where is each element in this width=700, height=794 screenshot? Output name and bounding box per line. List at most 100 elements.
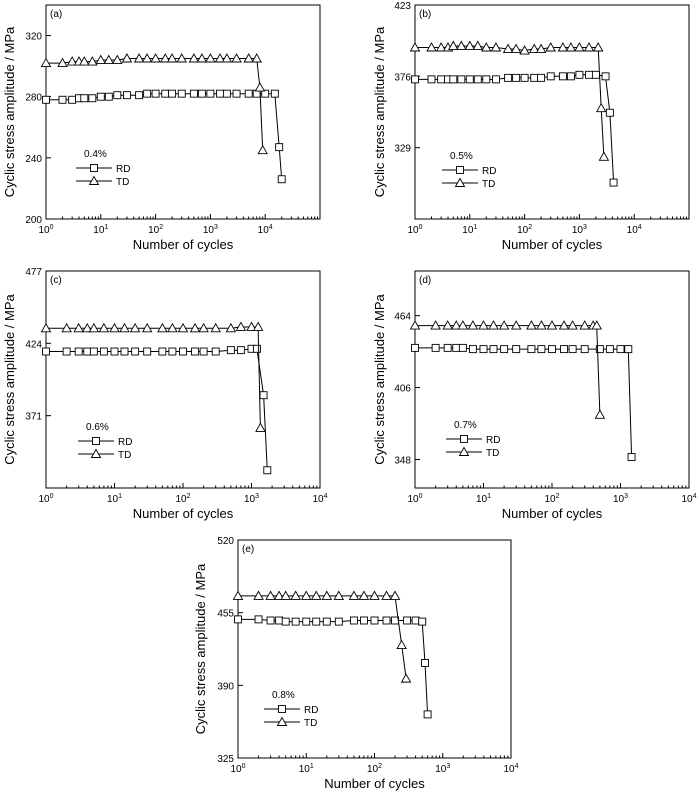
data-point-rd bbox=[512, 73, 521, 82]
data-point-td bbox=[598, 151, 610, 161]
data-point-rd bbox=[191, 347, 200, 356]
y-tick-label: 455 bbox=[217, 609, 234, 620]
data-point-td bbox=[400, 673, 412, 683]
y-tick-label: 325 bbox=[217, 754, 234, 765]
x-axis-title: Number of cycles bbox=[324, 776, 425, 791]
data-point-rd bbox=[616, 345, 625, 354]
data-point-rd bbox=[99, 347, 108, 356]
data-point-rd bbox=[359, 616, 368, 625]
data-point-td bbox=[95, 54, 107, 64]
chart-panel-4: (d) 100 101 102 103 104 348 406 464 Number of cyc… bbox=[372, 270, 697, 521]
data-point-td bbox=[591, 320, 603, 330]
data-point-rd bbox=[468, 345, 477, 354]
data-point-td bbox=[231, 53, 242, 63]
data-point-rd bbox=[489, 345, 498, 354]
data-point-td bbox=[246, 321, 257, 331]
legend-label-td: TD bbox=[482, 179, 495, 190]
data-point-rd bbox=[270, 89, 279, 98]
data-point-td bbox=[290, 590, 301, 600]
data-point-td bbox=[98, 322, 110, 333]
data-point-td bbox=[333, 590, 345, 600]
data-point-td bbox=[535, 43, 547, 53]
data-point-td bbox=[141, 322, 153, 333]
data-point-rd bbox=[261, 89, 270, 98]
data-point-rd bbox=[113, 91, 122, 100]
legend-title: 0.7% bbox=[454, 420, 477, 431]
data-point-td bbox=[177, 322, 189, 333]
plot-frame bbox=[45, 4, 321, 220]
data-point-rd bbox=[275, 143, 284, 152]
legend-marker-td bbox=[90, 448, 102, 458]
data-point-rd bbox=[382, 616, 391, 625]
data-point-td bbox=[409, 42, 421, 52]
data-point-rd bbox=[427, 75, 436, 84]
data-point-td bbox=[129, 322, 141, 333]
data-point-td bbox=[310, 590, 322, 600]
data-point-td bbox=[255, 422, 266, 432]
data-point-rd bbox=[431, 343, 440, 352]
data-point-td bbox=[583, 42, 595, 52]
legend-title: 0.4% bbox=[84, 149, 107, 160]
data-point-rd bbox=[151, 89, 160, 98]
data-point-rd bbox=[452, 343, 461, 352]
data-point-td bbox=[300, 590, 312, 600]
y-axis-title: Cyclic stress amplitude / MPa bbox=[372, 26, 387, 197]
x-axis-title: Number of cycles bbox=[502, 237, 603, 252]
data-point-td bbox=[235, 321, 247, 331]
data-point-td bbox=[592, 42, 604, 52]
x-tick-label: 100 bbox=[407, 493, 422, 505]
data-point-rd bbox=[458, 343, 467, 352]
x-tick-label: 103 bbox=[572, 224, 587, 236]
data-point-td bbox=[519, 45, 530, 55]
series-rd bbox=[42, 89, 286, 184]
data-point-td bbox=[103, 54, 115, 64]
data-point-rd bbox=[131, 347, 140, 356]
data-point-td bbox=[435, 42, 447, 52]
data-point-rd bbox=[423, 710, 432, 719]
data-point-rd bbox=[605, 108, 614, 117]
y-tick-label: 406 bbox=[394, 384, 411, 395]
x-tick-label: 101 bbox=[107, 493, 122, 505]
y-tick-label: 424 bbox=[25, 339, 42, 350]
data-point-rd bbox=[158, 347, 167, 356]
data-point-rd bbox=[391, 616, 399, 625]
data-point-td bbox=[119, 322, 130, 333]
data-point-td bbox=[472, 40, 484, 50]
data-point-rd bbox=[74, 347, 83, 356]
data-point-rd bbox=[197, 89, 206, 98]
data-point-td bbox=[88, 322, 100, 333]
legend-label-td: TD bbox=[304, 718, 317, 729]
series-line-td bbox=[415, 45, 605, 157]
legend-title: 0.8% bbox=[272, 690, 295, 701]
data-point-td bbox=[81, 322, 93, 333]
data-point-rd bbox=[143, 347, 152, 356]
legend-label-td: TD bbox=[486, 448, 499, 459]
data-point-rd bbox=[232, 89, 241, 98]
legend: 0.4% RD TD bbox=[76, 149, 130, 188]
data-point-td bbox=[426, 42, 437, 52]
panel-label: (d) bbox=[419, 275, 431, 286]
data-point-td bbox=[214, 53, 226, 63]
data-point-rd bbox=[403, 616, 412, 625]
legend-marker-td bbox=[276, 716, 288, 726]
data-point-td bbox=[232, 590, 244, 600]
data-point-td bbox=[574, 42, 585, 52]
data-point-td bbox=[450, 320, 462, 330]
legend-label-rd: RD bbox=[118, 437, 132, 448]
data-point-td bbox=[502, 43, 514, 53]
data-point-td bbox=[389, 590, 401, 600]
data-point-td bbox=[221, 53, 233, 63]
data-point-rd bbox=[244, 89, 253, 98]
data-point-rd bbox=[504, 73, 513, 82]
x-tick-label: 103 bbox=[203, 224, 218, 236]
legend-marker-rd bbox=[92, 437, 100, 445]
data-point-rd bbox=[530, 73, 539, 82]
data-point-td bbox=[280, 590, 291, 600]
data-point-rd bbox=[580, 345, 589, 354]
data-point-td bbox=[188, 53, 200, 63]
data-point-td bbox=[565, 42, 577, 52]
data-point-rd bbox=[482, 75, 491, 84]
data-point-rd bbox=[88, 94, 97, 103]
data-point-td bbox=[112, 54, 123, 64]
data-point-td bbox=[257, 144, 268, 155]
